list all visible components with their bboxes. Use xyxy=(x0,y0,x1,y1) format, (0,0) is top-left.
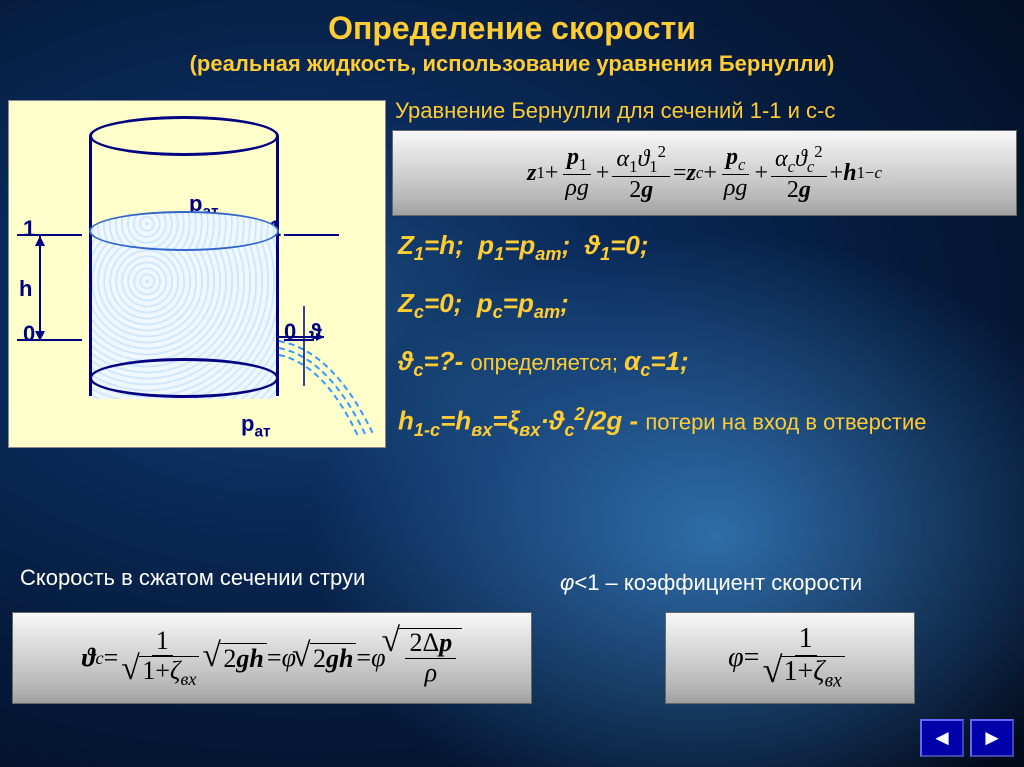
phi-formula-bar: φ = 1 1+ζвх xyxy=(665,612,915,704)
label-0-left: 0 xyxy=(23,321,35,347)
velocity-caption: Скорость в сжатом сечении струи xyxy=(20,565,365,591)
label-pat-bottom: pат xyxy=(241,411,271,441)
phi-caption: φ<1 – коэффициент скорости xyxy=(560,570,862,596)
nav-prev-button[interactable]: ◄ xyxy=(920,719,964,757)
outflow-jet xyxy=(274,336,394,456)
tank-diagram: pат pат 1 1 0 0 h c c ϑ 1 1 xyxy=(8,100,386,448)
condition-line-1: Z1=h; p1=pат; ϑ1=0; xyxy=(398,230,649,265)
condition-line-3: ϑc=?- определяется; αc=1; xyxy=(398,346,689,381)
label-h: h xyxy=(19,276,32,302)
condition-line-2: Zc=0; pc=pат; xyxy=(398,288,569,323)
equation-caption: Уравнение Бернулли для сечений 1-1 и с-с xyxy=(395,98,835,124)
determined-text: определяется; xyxy=(470,350,624,375)
cylinder-top xyxy=(89,116,279,156)
height-dimension xyxy=(39,236,41,341)
slide-subtitle: (реальная жидкость, использование уравне… xyxy=(0,47,1024,77)
slide-title: Определение скорости xyxy=(0,0,1024,47)
label-1-left: 1 xyxy=(23,216,35,242)
cylinder-bottom xyxy=(89,358,279,398)
condition-line-4: h1-c=hвх=ξвх·ϑc2/2g - потери на вход в о… xyxy=(398,404,927,441)
losses-text: потери на вход в отверстие xyxy=(645,410,926,435)
nav-next-button[interactable]: ► xyxy=(970,719,1014,757)
phi-caption-text: коэффициент скорости xyxy=(624,570,862,595)
velocity-formula-bar: ϑc = 1 1+ζвх 2gh = φ2gh = φ 2Δpρ xyxy=(12,612,532,704)
bernoulli-equation-bar: z1 + p1ρg + α1ϑ122g = zc + pcρg + αcϑc22… xyxy=(392,130,1017,216)
water-surface xyxy=(89,211,279,251)
cylinder xyxy=(89,116,279,406)
section-1-line-right xyxy=(284,234,339,236)
